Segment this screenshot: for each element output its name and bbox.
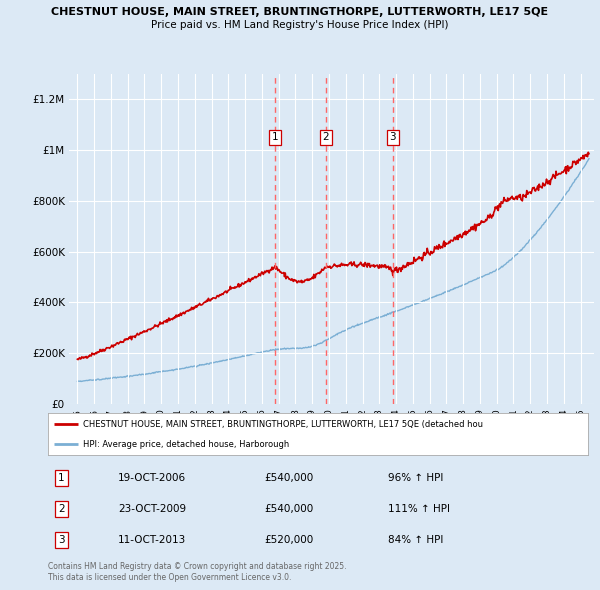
Text: Price paid vs. HM Land Registry's House Price Index (HPI): Price paid vs. HM Land Registry's House … — [151, 20, 449, 30]
Text: £520,000: £520,000 — [264, 535, 313, 545]
Text: CHESTNUT HOUSE, MAIN STREET, BRUNTINGTHORPE, LUTTERWORTH, LE17 5QE (detached hou: CHESTNUT HOUSE, MAIN STREET, BRUNTINGTHO… — [83, 421, 483, 430]
Text: HPI: Average price, detached house, Harborough: HPI: Average price, detached house, Harb… — [83, 440, 289, 449]
Text: 19-OCT-2006: 19-OCT-2006 — [118, 473, 187, 483]
Text: 3: 3 — [389, 132, 396, 142]
Text: £540,000: £540,000 — [264, 473, 313, 483]
Text: 111% ↑ HPI: 111% ↑ HPI — [388, 504, 450, 514]
Text: 1: 1 — [272, 132, 278, 142]
Text: £540,000: £540,000 — [264, 504, 313, 514]
Text: 3: 3 — [58, 535, 65, 545]
Text: 96% ↑ HPI: 96% ↑ HPI — [388, 473, 443, 483]
Text: 23-OCT-2009: 23-OCT-2009 — [118, 504, 187, 514]
Text: 11-OCT-2013: 11-OCT-2013 — [118, 535, 187, 545]
Text: Contains HM Land Registry data © Crown copyright and database right 2025.
This d: Contains HM Land Registry data © Crown c… — [48, 562, 347, 582]
Text: 1: 1 — [58, 473, 65, 483]
Text: 2: 2 — [58, 504, 65, 514]
Text: 2: 2 — [322, 132, 329, 142]
Text: CHESTNUT HOUSE, MAIN STREET, BRUNTINGTHORPE, LUTTERWORTH, LE17 5QE: CHESTNUT HOUSE, MAIN STREET, BRUNTINGTHO… — [52, 7, 548, 17]
Text: 84% ↑ HPI: 84% ↑ HPI — [388, 535, 443, 545]
